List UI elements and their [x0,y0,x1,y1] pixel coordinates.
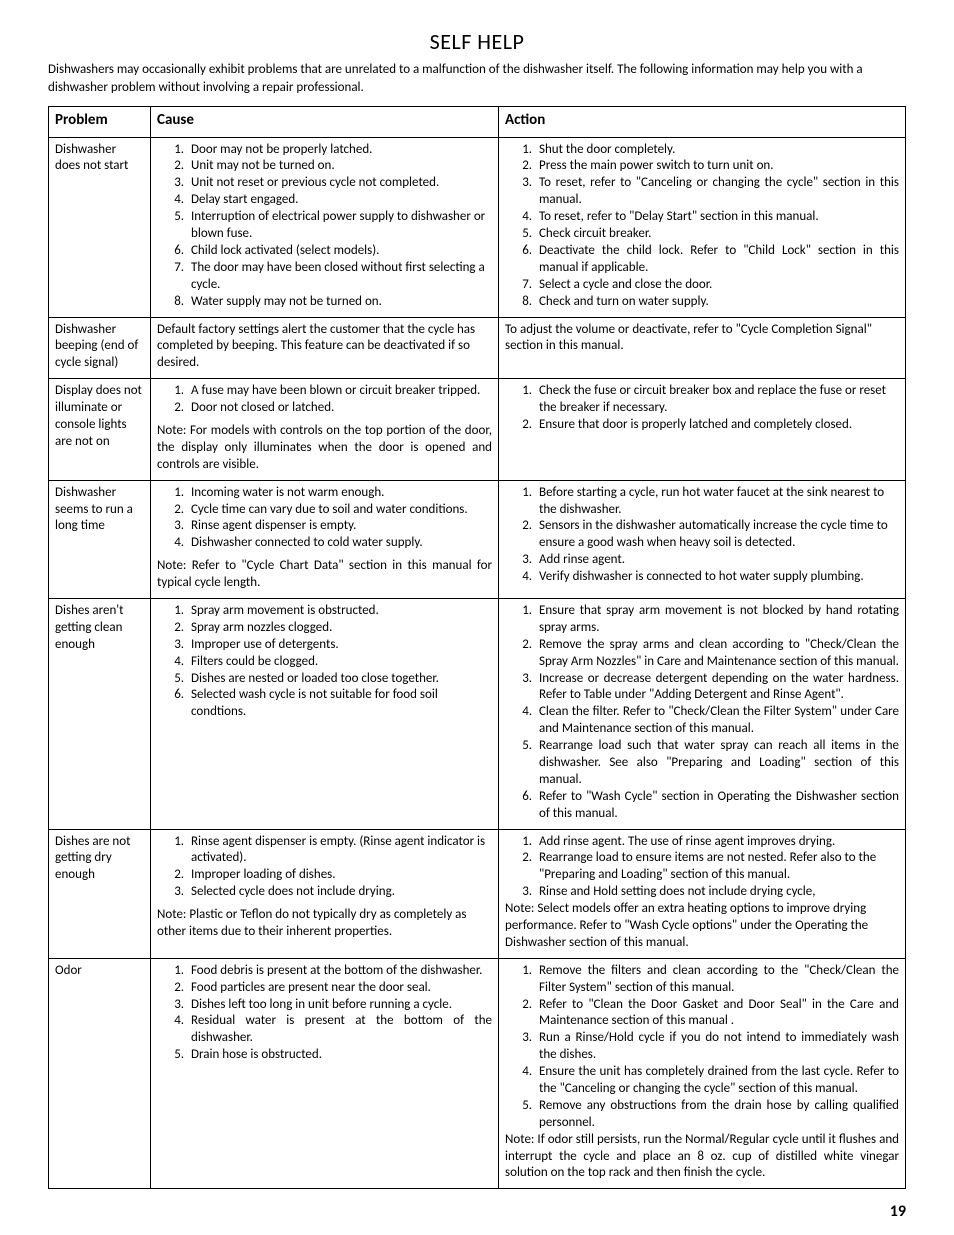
list-item: Unit may not be turned on. [187,158,492,175]
cause-cell: Incoming water is not warm enough.Cycle … [151,480,499,598]
list-item: Dishes left too long in unit before runn… [187,997,492,1014]
list-item: Check circuit breaker. [535,226,899,243]
list-item: Ensure that door is properly latched and… [535,417,899,434]
problem-cell: Dishes aren't getting clean enough [49,598,151,829]
list-item: Food debris is present at the bottom of … [187,963,492,980]
list-item: The door may have been closed without fi… [187,260,492,294]
list-item: Remove any obstructions from the drain h… [535,1098,899,1132]
list-item: Ensure that spray arm movement is not bl… [535,603,899,637]
list-item: Run a Rinse/Hold cycle if you do not int… [535,1030,899,1064]
cause-cell: Food debris is present at the bottom of … [151,958,499,1189]
troubleshooting-table: Problem Cause Action Dishwasher does not… [48,106,906,1189]
table-row: Display does not illuminate or console l… [49,379,906,480]
list-item: Sensors in the dishwasher automatically … [535,518,899,552]
list-item: Remove the spray arms and clean accordin… [535,637,899,671]
note-text: Note: Select models offer an extra heati… [505,901,899,952]
action-cell: Before starting a cycle, run hot water f… [499,480,906,598]
action-cell: Shut the door completely.Press the main … [499,137,906,317]
list-item: Cycle time can vary due to soil and wate… [187,502,492,519]
cause-cell: Door may not be properly latched.Unit ma… [151,137,499,317]
problem-cell: Dishwasher beeping (end of cycle signal) [49,317,151,379]
list-item: Rinse agent dispenser is empty. (Rinse a… [187,834,492,868]
list-item: Incoming water is not warm enough. [187,485,492,502]
table-row: Dishwasher seems to run a long timeIncom… [49,480,906,598]
list-item: A fuse may have been blown or circuit br… [187,383,492,400]
problem-cell: Display does not illuminate or console l… [49,379,151,480]
header-problem: Problem [49,107,151,138]
table-row: Dishwasher does not startDoor may not be… [49,137,906,317]
note-text: Note: Plastic or Teflon do not typically… [157,907,492,941]
list-item: Select a cycle and close the door. [535,277,899,294]
cause-cell: A fuse may have been blown or circuit br… [151,379,499,480]
list-item: Verify dishwasher is connected to hot wa… [535,569,899,586]
action-cell: Ensure that spray arm movement is not bl… [499,598,906,829]
action-cell: Remove the filters and clean according t… [499,958,906,1189]
list-item: Dishes are nested or loaded too close to… [187,671,492,688]
list-item: Improper loading of dishes. [187,867,492,884]
list-item: Door may not be properly latched. [187,142,492,159]
list-item: Remove the filters and clean according t… [535,963,899,997]
list-item: Selected wash cycle is not suitable for … [187,687,492,721]
list-item: Dishwasher connected to cold water suppl… [187,535,492,552]
list-item: Interruption of electrical power supply … [187,209,492,243]
problem-cell: Dishes are not getting dry enough [49,829,151,958]
table-row: Dishwasher beeping (end of cycle signal)… [49,317,906,379]
list-item: Refer to "Wash Cycle" section in Operati… [535,789,899,823]
list-item: Rearrange load such that water spray can… [535,738,899,789]
list-item: Residual water is present at the bottom … [187,1013,492,1047]
list-item: Unit not reset or previous cycle not com… [187,175,492,192]
action-cell: To adjust the volume or deactivate, refe… [499,317,906,379]
page-title: SELF HELP [48,28,906,55]
list-item: Selected cycle does not include drying. [187,884,492,901]
problem-cell: Dishwasher seems to run a long time [49,480,151,598]
list-item: Spray arm movement is obstructed. [187,603,492,620]
table-header-row: Problem Cause Action [49,107,906,138]
list-item: Delay start engaged. [187,192,492,209]
list-item: Filters could be clogged. [187,654,492,671]
header-action: Action [499,107,906,138]
list-item: Add rinse agent. [535,552,899,569]
problem-cell: Odor [49,958,151,1189]
table-row: Dishes are not getting dry enough Rinse a… [49,829,906,958]
list-item: Child lock activated (select models). [187,243,492,260]
table-row: Dishes aren't getting clean enoughSpray … [49,598,906,829]
cause-cell: Default factory settings alert the custo… [151,317,499,379]
list-item: Check the fuse or circuit breaker box an… [535,383,899,417]
table-row: Odor Food debris is present at the bottom… [49,958,906,1189]
list-item: Food particles are present near the door… [187,980,492,997]
list-item: Water supply may not be turned on. [187,294,492,311]
cause-cell: Spray arm movement is obstructed.Spray a… [151,598,499,829]
list-item: Rinse and Hold setting does not include … [535,884,899,901]
page-number: 19 [890,1202,906,1221]
list-item: Refer to "Clean the Door Gasket and Door… [535,997,899,1031]
list-item: Rinse agent dispenser is empty. [187,518,492,535]
cause-cell: Rinse agent dispenser is empty. (Rinse a… [151,829,499,958]
list-item: Deactivate the child lock. Refer to "Chi… [535,243,899,277]
list-item: To reset, refer to "Delay Start" section… [535,209,899,226]
list-item: Before starting a cycle, run hot water f… [535,485,899,519]
list-item: Improper use of detergents. [187,637,492,654]
intro-text: Dishwashers may occasionally exhibit pro… [48,61,906,96]
note-text: Note: Refer to "Cycle Chart Data" sectio… [157,558,492,592]
list-item: Clean the filter. Refer to "Check/Clean … [535,704,899,738]
note-text: Note: For models with controls on the to… [157,423,492,474]
list-item: Rearrange load to ensure items are not n… [535,850,899,884]
list-item: Door not closed or latched. [187,400,492,417]
page: SELF HELP Dishwashers may occasionally e… [0,0,954,1235]
list-item: To reset, refer to "Canceling or changin… [535,175,899,209]
list-item: Check and turn on water supply. [535,294,899,311]
note-text: Note: If odor still persists, run the No… [505,1132,899,1183]
list-item: Add rinse agent. The use of rinse agent … [535,834,899,851]
header-cause: Cause [151,107,499,138]
action-cell: Check the fuse or circuit breaker box an… [499,379,906,480]
list-item: Ensure the unit has completely drained f… [535,1064,899,1098]
problem-cell: Dishwasher does not start [49,137,151,317]
list-item: Drain hose is obstructed. [187,1047,492,1064]
action-cell: Add rinse agent. The use of rinse agent … [499,829,906,958]
list-item: Increase or decrease detergent depending… [535,671,899,705]
list-item: Press the main power switch to turn unit… [535,158,899,175]
list-item: Spray arm nozzles clogged. [187,620,492,637]
list-item: Shut the door completely. [535,142,899,159]
